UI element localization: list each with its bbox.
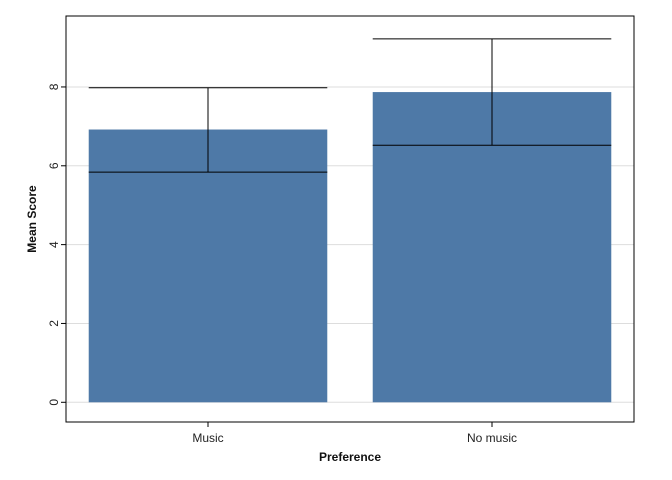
y-tick-label: 8 xyxy=(47,83,61,90)
error-bars xyxy=(88,38,612,173)
y-tick-label: 6 xyxy=(47,162,61,169)
bars xyxy=(88,92,612,403)
x-tick-label: No music xyxy=(467,431,517,445)
y-tick-label: 2 xyxy=(47,320,61,327)
y-tick-label: 4 xyxy=(47,241,61,248)
y-tick-label: 0 xyxy=(47,399,61,406)
bar-music xyxy=(88,129,328,403)
y-axis-ticks: 0 2 4 6 8 xyxy=(47,83,66,406)
x-axis-ticks: Music No music xyxy=(192,422,517,445)
error-bar xyxy=(372,38,612,146)
x-tick-label: Music xyxy=(192,431,223,445)
plot-frame xyxy=(65,15,635,423)
x-axis-title: Preference xyxy=(319,450,381,464)
error-bar xyxy=(88,87,328,173)
y-axis-title: Mean Score xyxy=(25,185,39,253)
